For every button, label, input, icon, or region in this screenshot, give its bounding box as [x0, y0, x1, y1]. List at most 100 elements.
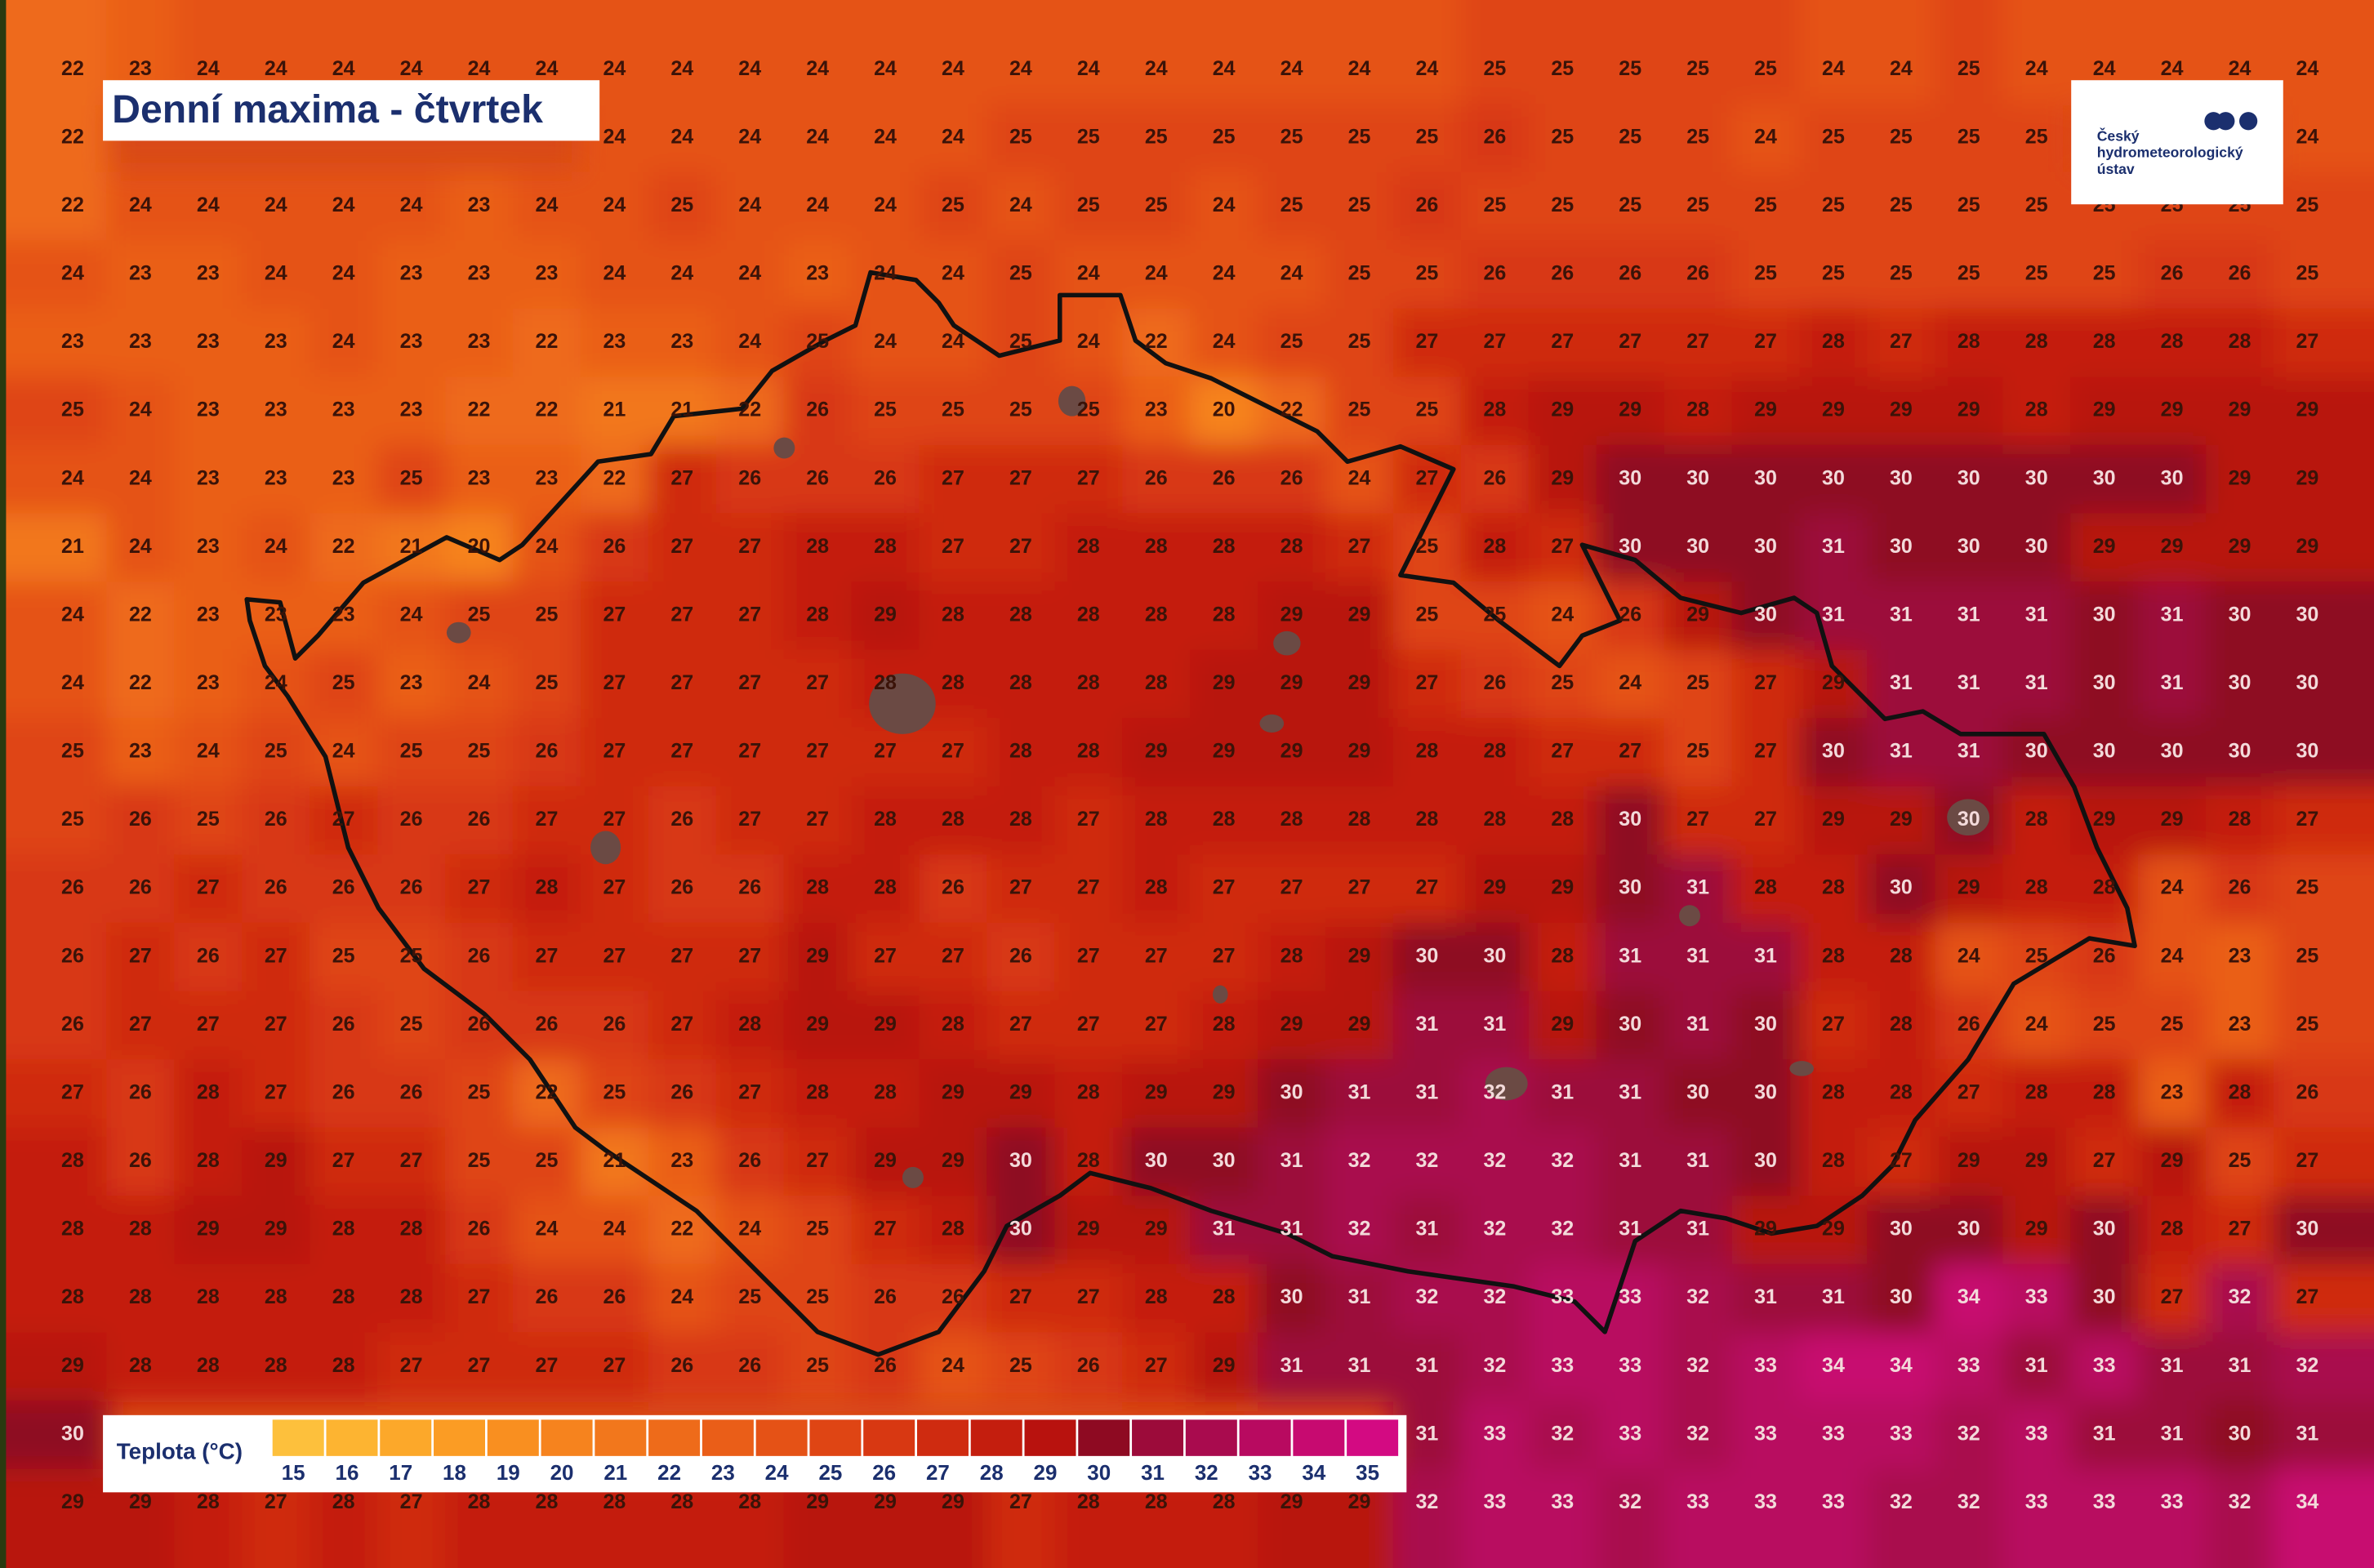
- temperature-cell: [648, 649, 718, 720]
- temperature-value: 21: [670, 399, 693, 421]
- temperature-cell: [648, 104, 718, 174]
- temperature-cell: [1325, 0, 1395, 105]
- temperature-cell: [783, 104, 853, 174]
- temperature-value: 27: [265, 1080, 287, 1103]
- temperature-cell: [1799, 172, 1869, 243]
- temperature-cell: [1867, 649, 1937, 720]
- temperature-cell: [310, 308, 379, 379]
- city: [1058, 385, 1086, 416]
- temperature-cell: [2273, 922, 2374, 993]
- temperature-value: 25: [1551, 125, 1574, 148]
- temperature-value: 29: [1958, 876, 1980, 899]
- temperature-cell: [1528, 581, 1598, 652]
- temperature-value: 32: [1890, 1490, 1913, 1513]
- temperature-cell: [242, 240, 312, 310]
- temperature-value: 30: [1619, 535, 1641, 558]
- temperature-cell: [512, 308, 582, 379]
- temperature-value: 27: [265, 944, 287, 967]
- temperature-cell: [0, 1400, 109, 1471]
- temperature-value: 30: [2093, 1285, 2116, 1308]
- temperature-cell: [2002, 649, 2073, 720]
- temperature-value: 29: [1348, 1490, 1371, 1513]
- temperature-value: 27: [942, 740, 964, 763]
- temperature-value: 31: [1754, 1285, 1777, 1308]
- temperature-value: 24: [738, 262, 761, 285]
- temperature-value: 22: [332, 535, 355, 558]
- temperature-value: 27: [1958, 1080, 1980, 1103]
- temperature-cell: [1867, 172, 1937, 243]
- temperature-cell: [1054, 991, 1125, 1061]
- temperature-value: 31: [1213, 1218, 1236, 1241]
- temperature-cell: [2206, 308, 2275, 379]
- temperature-value: 26: [670, 1080, 693, 1103]
- temperature-value: 28: [1416, 740, 1439, 763]
- temperature-cell: [987, 1263, 1057, 1334]
- temperature-value: 28: [2161, 330, 2184, 353]
- temperature-value: 33: [1483, 1490, 1506, 1513]
- temperature-value: 25: [1822, 262, 1845, 285]
- temperature-cell: [2273, 0, 2374, 105]
- temperature-cell: [2138, 649, 2207, 720]
- temperature-cell: [987, 854, 1057, 924]
- temperature-value: 24: [265, 262, 287, 285]
- temperature-value: 32: [1348, 1218, 1371, 1241]
- temperature-cell: [2070, 1059, 2140, 1129]
- temperature-value: 28: [1822, 1080, 1845, 1103]
- temperature-value: 27: [738, 1080, 761, 1103]
- temperature-value: 27: [1890, 1149, 1913, 1172]
- logo-text: hydrometeorologický: [2097, 145, 2243, 161]
- temperature-cell: [2206, 718, 2275, 788]
- temperature-value: 32: [1483, 1354, 1506, 1377]
- temperature-cell: [1122, 513, 1192, 583]
- temperature-value: 32: [1551, 1218, 1574, 1241]
- temperature-value: 25: [670, 194, 693, 216]
- temperature-value: 29: [2025, 1149, 2048, 1172]
- temperature-value: 33: [2025, 1422, 2048, 1445]
- temperature-value: 31: [1890, 603, 1913, 626]
- temperature-value: 34: [2296, 1490, 2319, 1513]
- temperature-value: 29: [1822, 399, 1845, 421]
- temperature-value: 25: [1619, 125, 1641, 148]
- temperature-cell: [1460, 1468, 1530, 1568]
- temperature-value: 27: [1213, 944, 1236, 967]
- temperature-cell: [445, 376, 514, 447]
- temperature-value: 23: [2229, 1013, 2252, 1036]
- temperature-cell: [2206, 444, 2275, 515]
- temperature-value: 27: [536, 808, 559, 831]
- temperature-cell: [445, 991, 514, 1061]
- temperature-cell: [648, 718, 718, 788]
- temperature-cell: [1664, 172, 1734, 243]
- temperature-cell: [174, 854, 244, 924]
- temperature-cell: [783, 240, 853, 310]
- temperature-value: 31: [1619, 1080, 1641, 1103]
- temperature-cell: [1258, 513, 1327, 583]
- temperature-value: 28: [1890, 1080, 1913, 1103]
- temperature-value: 27: [2296, 808, 2319, 831]
- temperature-value: 33: [1890, 1422, 1913, 1445]
- temperature-value: 30: [1213, 1149, 1236, 1172]
- temperature-value: 31: [1416, 1354, 1439, 1377]
- temperature-value: 29: [61, 1354, 84, 1377]
- temperature-value: 30: [1754, 603, 1777, 626]
- temperature-cell: [1528, 991, 1598, 1061]
- temperature-value: 24: [1619, 671, 1641, 694]
- logo-mark: [2216, 112, 2235, 131]
- temperature-value: 24: [400, 194, 423, 216]
- temperature-cell: [0, 0, 109, 105]
- temperature-value: 27: [1416, 330, 1439, 353]
- temperature-cell: [377, 1332, 447, 1402]
- temperature-value: 30: [1890, 535, 1913, 558]
- temperature-cell: [648, 444, 718, 515]
- temperature-value: 23: [265, 603, 287, 626]
- temperature-value: 34: [1890, 1354, 1913, 1377]
- temperature-cell: [2273, 444, 2374, 515]
- temperature-value: 30: [2161, 466, 2184, 489]
- temperature-value: 30: [1686, 1080, 1709, 1103]
- title-background: [103, 80, 600, 141]
- temperature-value: 28: [332, 1490, 355, 1513]
- temperature-value: 23: [468, 466, 491, 489]
- temperature-value: 30: [1958, 466, 1980, 489]
- temperature-value: 26: [1213, 466, 1236, 489]
- temperature-value: 25: [1348, 399, 1371, 421]
- temperature-cell: [2138, 1196, 2207, 1266]
